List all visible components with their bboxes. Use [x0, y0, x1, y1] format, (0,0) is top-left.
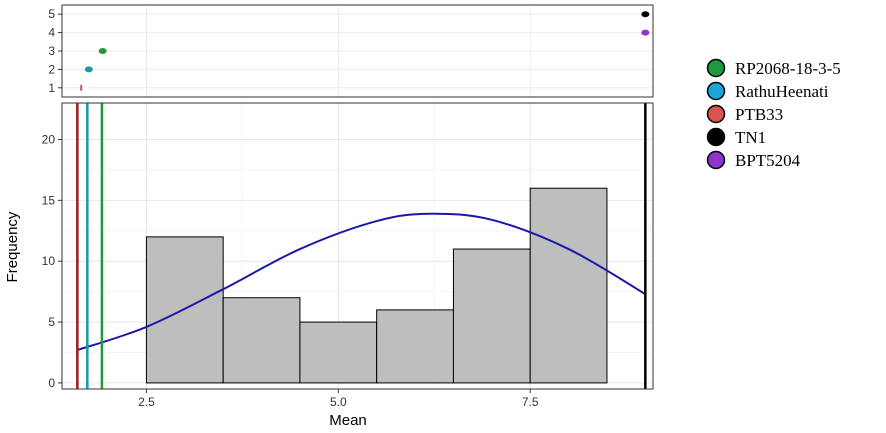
histogram-bar	[376, 309, 454, 384]
legend-swatch	[706, 150, 726, 170]
rank-point-tn1	[641, 11, 650, 18]
y-tick-label: 15	[42, 193, 56, 207]
rank-panel-border	[61, 4, 654, 98]
x-tick-label: 5.0	[330, 395, 347, 409]
density-curve	[77, 212, 646, 352]
legend-swatch	[706, 127, 726, 147]
legend-label: TN1	[735, 128, 766, 147]
rank-panel-y-tick-label: 3	[48, 44, 55, 58]
y-tick-label: 20	[42, 133, 56, 147]
rank-panel-y-tick-label: 5	[48, 7, 55, 21]
rank-panel-y-tick-label: 4	[48, 26, 55, 40]
legend-label: RathuHeenati	[735, 82, 829, 101]
legend-swatch	[706, 104, 726, 124]
x-axis-title: Mean	[329, 412, 367, 429]
y-tick-label: 10	[42, 254, 56, 268]
legend-swatch	[706, 58, 726, 78]
rank-point-rathuheenati	[84, 66, 93, 73]
rank-panel-y-tick-label: 1	[48, 81, 55, 95]
histogram-panel: 0 5 10 15 20 2.5 5.0 7.5	[42, 102, 654, 409]
legend-label: PTB33	[735, 105, 783, 124]
rank-panel-y-tick-label: 2	[48, 62, 55, 76]
histogram-bar	[452, 248, 531, 384]
rank-point-bpt5204	[641, 29, 650, 36]
legend-swatch	[706, 81, 726, 101]
histogram-border	[61, 102, 654, 390]
legend-label: RP2068-18-3-5	[735, 59, 841, 78]
x-tick-label: 7.5	[522, 395, 539, 409]
histogram-bar	[222, 297, 301, 384]
rank-point-rp2068-18-3-5	[98, 48, 107, 54]
y-tick-label: 5	[48, 315, 55, 329]
legend-label: BPT5204	[735, 151, 801, 170]
histogram-bar	[529, 187, 608, 384]
histogram-bar	[299, 321, 378, 384]
x-tick-label: 2.5	[138, 395, 155, 409]
legend: RP2068-18-3-5 RathuHeenati PTB33 TN1 BPT5204	[706, 58, 841, 170]
rank-panel: 1 2 3 4 5	[48, 4, 654, 98]
y-tick-label: 0	[48, 376, 55, 390]
y-axis-title: Frequency	[4, 211, 21, 282]
